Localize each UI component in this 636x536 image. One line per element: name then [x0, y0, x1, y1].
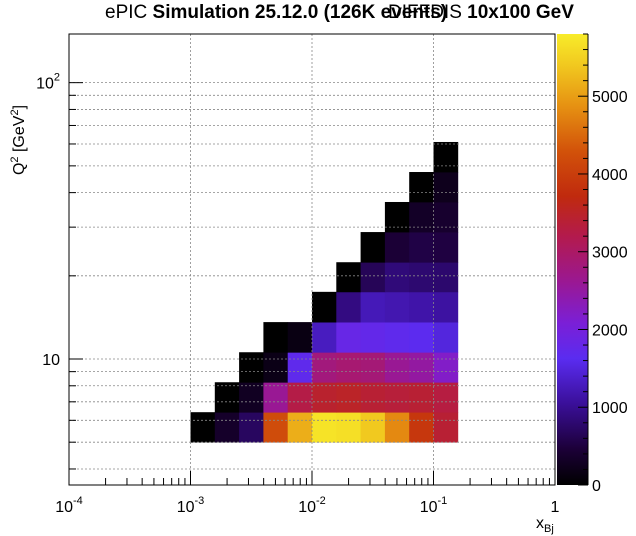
heatmap-cell: [433, 382, 459, 413]
heatmap-cell: [433, 262, 459, 293]
heatmap-cell: [433, 322, 459, 353]
heatmap-cell: [360, 291, 386, 323]
heatmap-cell: [384, 412, 410, 443]
heatmap-cell: [214, 412, 240, 443]
heatmap-cell: [409, 172, 434, 203]
color-scale-label: 4000: [592, 167, 628, 184]
heatmap-cell: [336, 382, 361, 413]
x-axis: 10-4 10-3 10-2 10-1 1: [55, 471, 560, 516]
color-scale-label: 3000: [592, 245, 628, 262]
heatmap-cell: [287, 412, 313, 443]
heatmap-cell: [409, 201, 434, 233]
y-axis-label: Q2 [GeV2]: [9, 105, 28, 175]
title-right: DIFFDIS 10x100 GeV: [388, 2, 574, 23]
title-left: ePIC Simulation 25.12.0 (126K events): [105, 2, 448, 23]
heatmap-cell: [190, 412, 216, 443]
heatmap-cell: [409, 262, 434, 293]
grid-lines: [69, 34, 555, 485]
heatmap-cell: [384, 232, 410, 263]
x-tick-label: 10-3: [177, 495, 205, 516]
heatmap-cell: [360, 322, 386, 353]
heatmap-cell: [409, 412, 434, 443]
heatmap-cell: [433, 201, 459, 233]
color-scale-label: 1000: [592, 400, 628, 417]
y-axis: 10 102: [36, 72, 83, 470]
color-scale-bar: [557, 34, 588, 485]
heatmap-cell: [287, 382, 313, 413]
heatmap-cell: [384, 352, 410, 383]
heatmap-cell: [263, 382, 289, 413]
heatmap-cell: [336, 352, 361, 383]
heatmap-cell: [312, 412, 337, 443]
y-tick-label: 10: [42, 352, 60, 369]
heatmap-cell: [336, 322, 361, 353]
heatmap-cell: [214, 382, 240, 413]
color-scale-axis: 0 1000 2000 3000 4000 5000: [578, 33, 628, 495]
y-tick-label: 102: [36, 72, 60, 93]
heatmap-cell: [360, 232, 386, 263]
heatmap-cell: [433, 232, 459, 263]
heatmap-cell: [239, 352, 264, 383]
heatmap-cell: [263, 322, 289, 353]
heatmap-cell: [360, 382, 386, 413]
heatmap-cell: [409, 382, 434, 413]
heatmap-cell: [409, 291, 434, 323]
color-scale-label: 5000: [592, 89, 628, 106]
heatmap-cells: [190, 141, 459, 443]
heatmap-cell: [384, 382, 410, 413]
heatmap-cell: [287, 352, 313, 383]
color-scale-label: 2000: [592, 322, 628, 339]
x-tick-label: 10-1: [420, 495, 448, 516]
x-tick-label: 10-2: [298, 495, 326, 516]
heatmap-cell: [287, 322, 313, 353]
heatmap-cell: [360, 352, 386, 383]
heatmap-cell: [263, 412, 289, 443]
heatmap-cell: [312, 382, 337, 413]
heatmap-cell: [312, 291, 337, 323]
heatmap-cell: [360, 412, 386, 443]
x-tick-label: 1: [551, 499, 560, 516]
heatmap-cell: [384, 201, 410, 233]
x-tick-label: 10-4: [55, 495, 83, 516]
heatmap-cell: [336, 412, 361, 443]
heatmap-cell: [263, 352, 289, 383]
heatmap-cell: [409, 322, 434, 353]
x-axis-label: xBj: [536, 515, 554, 535]
heatmap-cell: [433, 291, 459, 323]
heatmap-cell: [433, 352, 459, 383]
heatmap-cell: [360, 262, 386, 293]
color-scale-label: 0: [592, 478, 601, 495]
heatmap-cell: [409, 352, 434, 383]
heatmap-cell: [384, 262, 410, 293]
heatmap-cell: [312, 352, 337, 383]
heatmap-cell: [336, 262, 361, 293]
heatmap-cell: [433, 172, 459, 203]
heatmap-cell: [409, 232, 434, 263]
heatmap-cell: [384, 322, 410, 353]
heatmap-cell: [336, 291, 361, 323]
heatmap-cell: [433, 412, 459, 443]
heatmap-cell: [312, 322, 337, 353]
heatmap-cell: [384, 291, 410, 323]
heatmap-cell: [239, 382, 264, 413]
heatmap-cell: [239, 412, 264, 443]
heatmap-cell: [433, 141, 459, 173]
